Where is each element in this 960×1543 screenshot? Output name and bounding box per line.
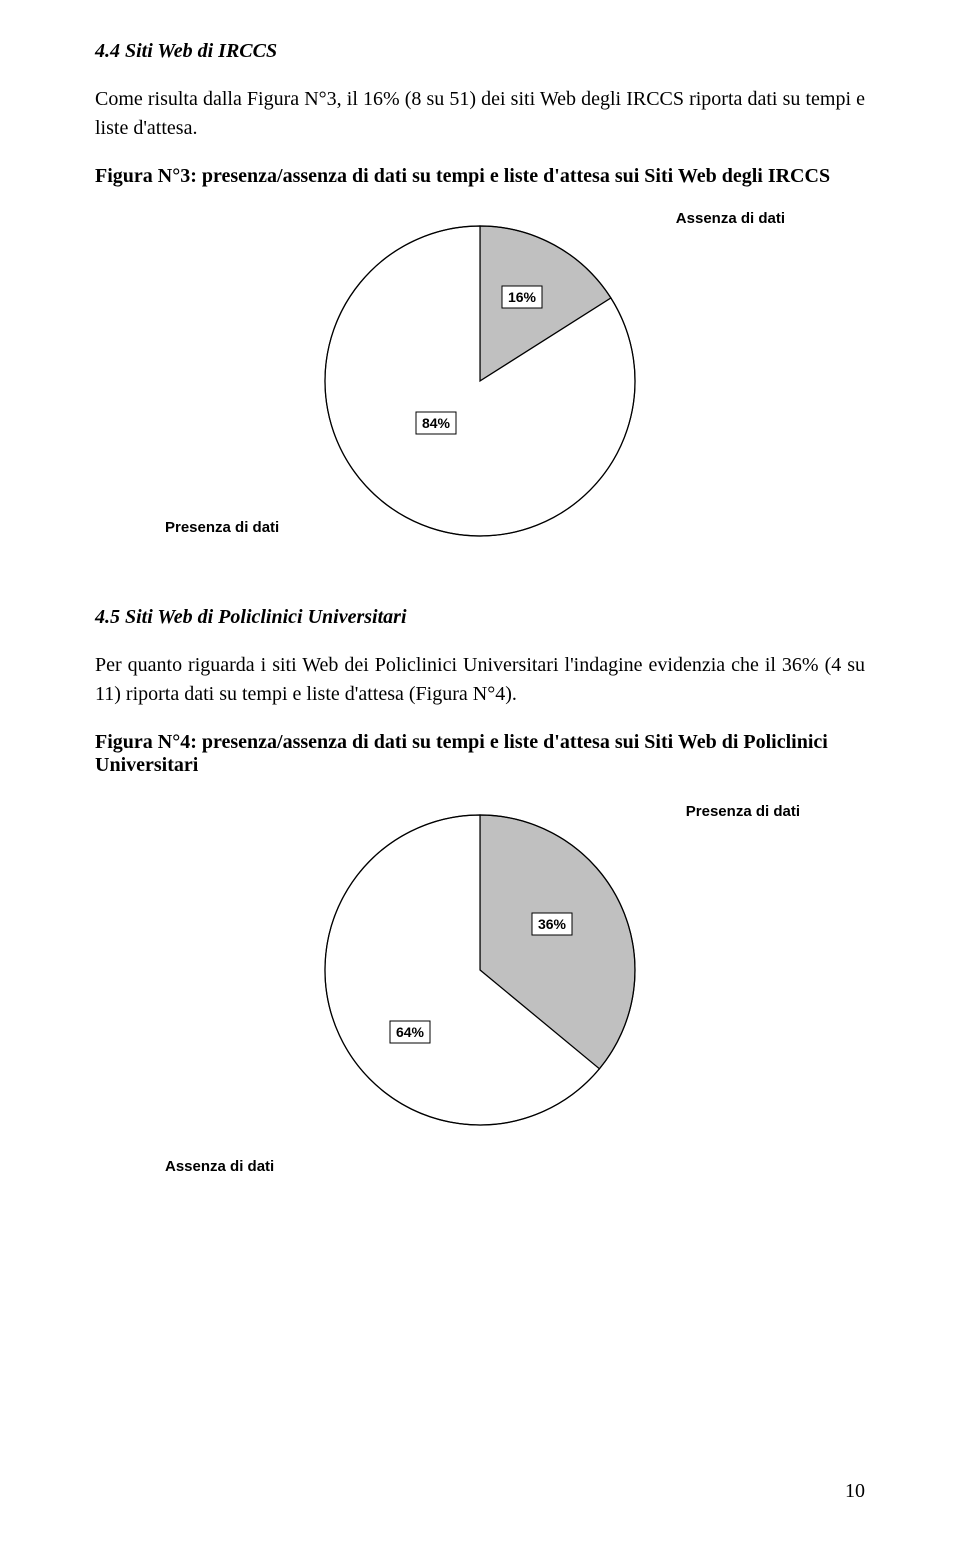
label-presenza-di-dati-2: Presenza di dati — [686, 803, 800, 820]
pie-svg-3: 16% 84% — [270, 206, 690, 546]
label-assenza-di-dati-2: Assenza di dati — [165, 1158, 274, 1175]
pct-label-36: 36% — [538, 916, 567, 932]
pct-label-84: 84% — [422, 415, 451, 431]
figure-title-4: Figura N°4: presenza/assenza di dati su … — [95, 731, 865, 777]
figure-title-3: Figura N°3: presenza/assenza di dati su … — [95, 165, 865, 188]
label-presenza-di-dati: Presenza di dati — [165, 519, 279, 536]
section-heading-4-4: 4.4 Siti Web di IRCCS — [95, 40, 865, 63]
pct-label-16: 16% — [508, 289, 537, 305]
pct-label-64: 64% — [396, 1024, 425, 1040]
pie-chart-figure-3: Assenza di dati Presenza di dati 16% 84% — [95, 206, 865, 566]
section-heading-4-5: 4.5 Siti Web di Policlinici Universitari — [95, 606, 865, 629]
body-paragraph-2: Per quanto riguarda i siti Web dei Polic… — [95, 651, 865, 709]
label-assenza-di-dati: Assenza di dati — [676, 210, 785, 227]
pie-svg-4: 36% 64% — [270, 795, 690, 1135]
page-number: 10 — [845, 1480, 865, 1503]
pie-chart-figure-4: Presenza di dati Assenza di dati 36% 64% — [95, 795, 865, 1175]
page: 4.4 Siti Web di IRCCS Come risulta dalla… — [0, 0, 960, 1543]
body-paragraph-1: Come risulta dalla Figura N°3, il 16% (8… — [95, 85, 865, 143]
